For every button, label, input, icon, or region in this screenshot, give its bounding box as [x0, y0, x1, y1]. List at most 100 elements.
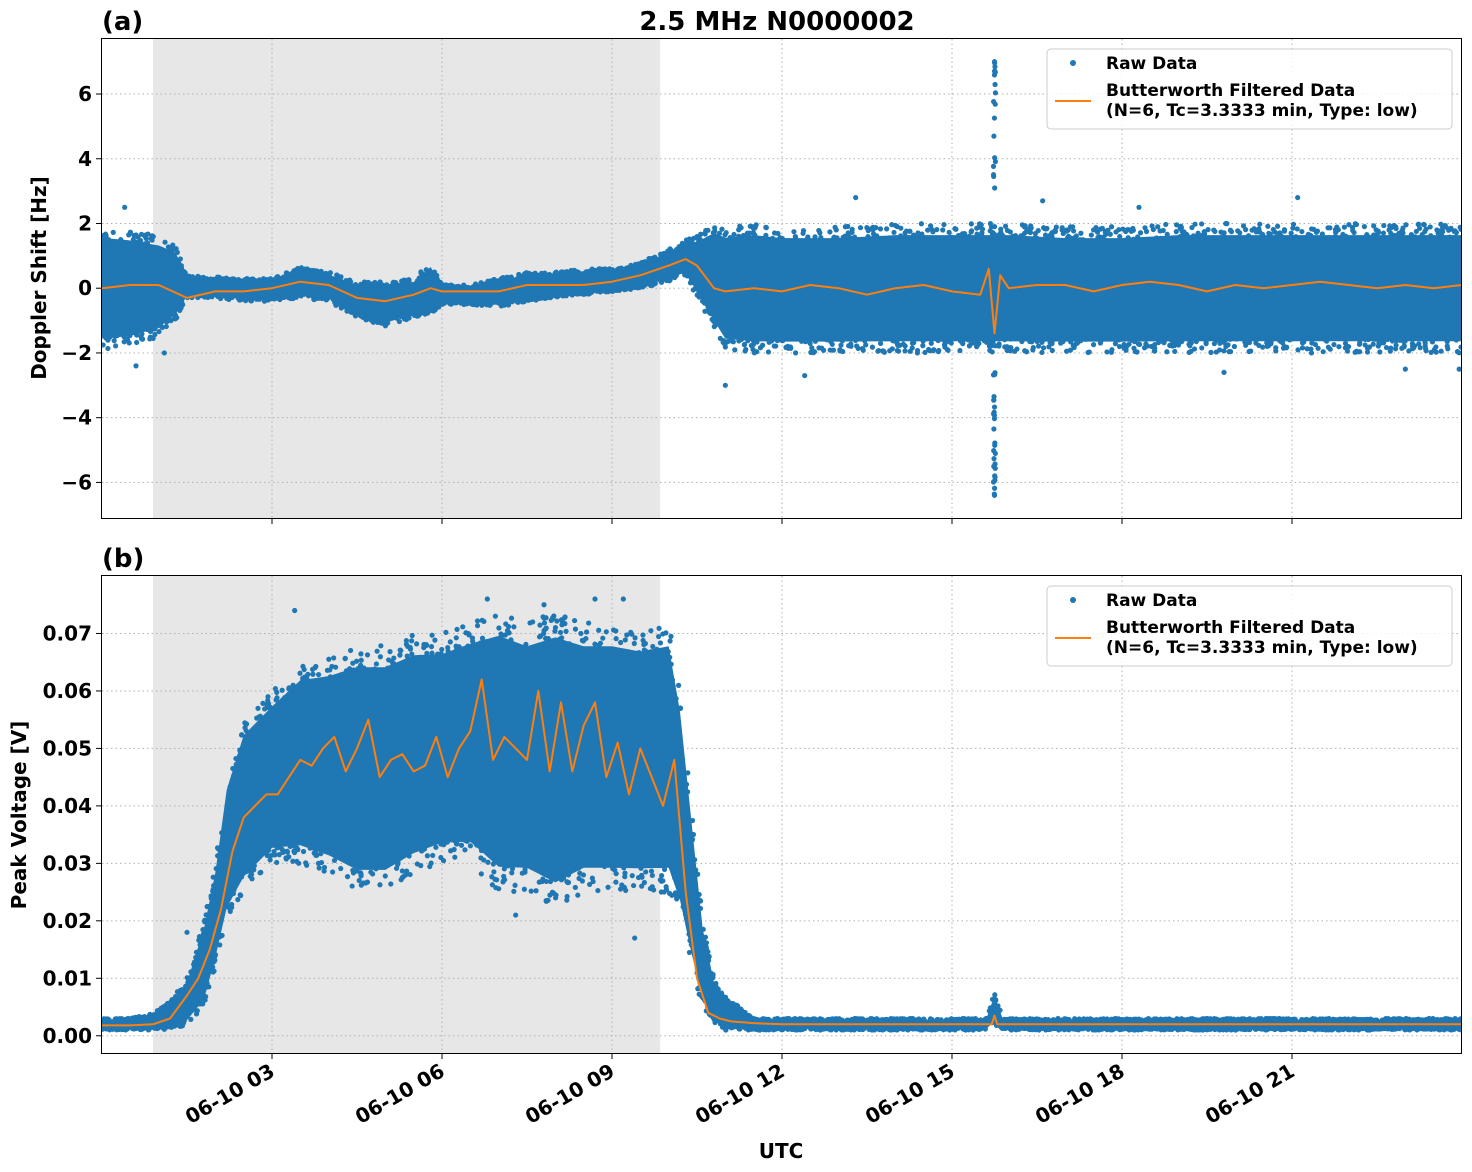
raw-data-point	[798, 338, 805, 344]
raw-data-point	[1203, 334, 1209, 340]
raw-data-point	[170, 253, 176, 259]
raw-data-point	[1107, 242, 1113, 248]
raw-data-point	[467, 843, 474, 849]
raw-data-point	[1223, 332, 1229, 338]
raw-data-point	[760, 342, 766, 348]
raw-data-point	[551, 651, 557, 658]
raw-data-point	[1401, 344, 1407, 350]
raw-data-point	[1039, 339, 1045, 345]
raw-data-point	[235, 295, 241, 301]
raw-data-point	[290, 858, 296, 864]
raw-data-point	[1383, 344, 1390, 351]
raw-data-point	[298, 265, 305, 271]
raw-data-point	[400, 845, 406, 851]
raw-data-point	[1255, 240, 1261, 246]
raw-data-point	[892, 240, 898, 246]
raw-data-point	[548, 617, 554, 623]
raw-data-point	[763, 225, 769, 231]
raw-data-point	[110, 229, 116, 235]
raw-data-point	[1093, 335, 1099, 341]
raw-data-point	[1067, 224, 1074, 230]
raw-data-point	[991, 232, 997, 238]
raw-data-point	[371, 284, 377, 290]
raw-data-point	[363, 315, 369, 322]
raw-data-point	[391, 660, 397, 667]
raw-data-point	[1327, 346, 1333, 352]
raw-data-point	[1140, 332, 1146, 338]
raw-data-point	[1144, 343, 1151, 349]
raw-data-point	[386, 858, 392, 865]
panel-a-ytick-label: 4	[78, 147, 92, 171]
raw-data-point	[498, 631, 504, 637]
raw-data-point	[662, 275, 668, 281]
raw-data-point	[569, 292, 575, 298]
raw-data-point	[794, 1026, 800, 1032]
raw-data-point	[1215, 1026, 1221, 1032]
raw-data-point	[1433, 240, 1439, 246]
raw-data-point	[1364, 1025, 1371, 1031]
raw-data-point	[889, 346, 895, 352]
raw-data-point	[1179, 228, 1185, 235]
raw-data-point	[957, 347, 963, 354]
raw-data-point	[436, 300, 442, 306]
raw-data-point	[1203, 1027, 1210, 1033]
raw-data-point	[697, 238, 703, 244]
raw-data-point	[742, 1025, 748, 1031]
raw-data-point	[1144, 1017, 1150, 1023]
raw-data-point	[470, 638, 476, 644]
raw-data-point	[1243, 342, 1249, 348]
raw-data-point	[990, 172, 997, 178]
raw-data-point	[1296, 1027, 1303, 1033]
raw-data-point	[1086, 349, 1092, 355]
raw-data-point	[902, 348, 908, 354]
raw-data-point	[509, 866, 516, 872]
raw-data-point	[552, 270, 558, 276]
raw-data-point	[1208, 349, 1214, 355]
raw-data-point	[1342, 331, 1348, 337]
raw-data-point	[1104, 349, 1110, 355]
raw-data-point	[1158, 1016, 1164, 1022]
raw-data-point	[1001, 337, 1008, 343]
raw-data-point	[448, 827, 455, 833]
raw-data-point	[992, 64, 998, 70]
raw-data-point	[1260, 331, 1266, 337]
raw-data-point	[744, 230, 750, 236]
raw-data-point	[504, 274, 510, 280]
raw-data-point	[1132, 348, 1138, 355]
raw-data-point	[501, 873, 507, 879]
raw-data-point	[1299, 340, 1306, 346]
raw-data-point	[132, 327, 139, 333]
raw-data-point	[991, 224, 998, 230]
raw-data-point	[1084, 1025, 1090, 1031]
raw-data-point	[1393, 225, 1399, 232]
raw-data-point	[1304, 346, 1310, 352]
raw-data-point	[1088, 232, 1094, 238]
raw-data-point	[1422, 340, 1428, 346]
raw-data-point	[410, 837, 416, 843]
raw-data-point	[1444, 339, 1450, 345]
raw-data-point	[382, 873, 388, 879]
raw-data-point	[1348, 235, 1354, 241]
raw-data-point	[1007, 336, 1014, 342]
raw-data-point	[639, 660, 645, 666]
raw-data-point	[930, 229, 936, 235]
raw-data-point	[750, 341, 756, 348]
raw-data-point	[1019, 338, 1025, 345]
raw-data-point	[516, 272, 522, 278]
raw-data-point	[111, 338, 117, 344]
raw-data-point	[1437, 240, 1443, 246]
raw-data-point	[1371, 1025, 1378, 1031]
raw-data-point	[511, 641, 517, 648]
raw-data-point	[1205, 227, 1211, 233]
raw-data-point	[387, 649, 393, 655]
panel-a-ytick-label: 6	[78, 82, 92, 106]
raw-data-point	[1246, 339, 1253, 346]
raw-data-point	[928, 1017, 934, 1023]
raw-data-point	[400, 313, 406, 319]
raw-data-point	[180, 302, 186, 308]
raw-data-point	[548, 273, 554, 279]
raw-data-point	[492, 280, 498, 286]
raw-data-point	[873, 225, 879, 231]
raw-data-point	[453, 826, 459, 832]
